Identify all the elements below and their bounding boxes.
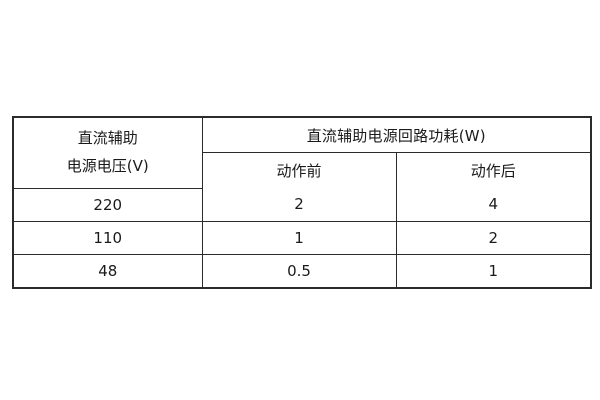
table-row: 48 0.5 1 bbox=[14, 253, 591, 287]
table-header: 直流辅助 电源电压(V) 直流辅助电源回路功耗(W) 动作前 动作后 bbox=[14, 118, 591, 189]
header-voltage-line1: 直流辅助 bbox=[77, 129, 138, 147]
cell-after: 1 bbox=[395, 253, 591, 287]
header-voltage: 直流辅助 电源电压(V) bbox=[14, 118, 203, 189]
table-body: 220 2 4 110 1 2 48 0.5 1 bbox=[14, 188, 591, 287]
spec-table-container: 直流辅助 电源电压(V) 直流辅助电源回路功耗(W) 动作前 动作后 220 2… bbox=[12, 116, 592, 289]
cell-after: 2 bbox=[395, 220, 591, 255]
cell-after: 4 bbox=[395, 188, 591, 222]
header-voltage-line2: 电源电压(V) bbox=[66, 156, 149, 175]
cell-voltage: 48 bbox=[14, 253, 203, 287]
cell-voltage: 110 bbox=[14, 220, 203, 255]
header-power-consumption-group: 直流辅助电源回路功耗(W) bbox=[201, 118, 591, 153]
dc-auxiliary-power-table: 直流辅助 电源电压(V) 直流辅助电源回路功耗(W) 动作前 动作后 220 2… bbox=[14, 118, 591, 287]
table-row: 110 1 2 bbox=[14, 220, 591, 255]
header-row-primary: 直流辅助 电源电压(V) 直流辅助电源回路功耗(W) bbox=[14, 118, 591, 189]
header-row-secondary: 动作前 动作后 bbox=[14, 152, 591, 188]
table-row: 220 2 4 bbox=[14, 188, 591, 222]
cell-before: 0.5 bbox=[201, 253, 397, 287]
cell-voltage: 220 bbox=[14, 188, 203, 222]
header-before-operation: 动作前 bbox=[202, 152, 397, 188]
cell-before: 2 bbox=[201, 188, 397, 222]
header-after-operation: 动作后 bbox=[395, 152, 591, 188]
cell-before: 1 bbox=[201, 220, 397, 255]
